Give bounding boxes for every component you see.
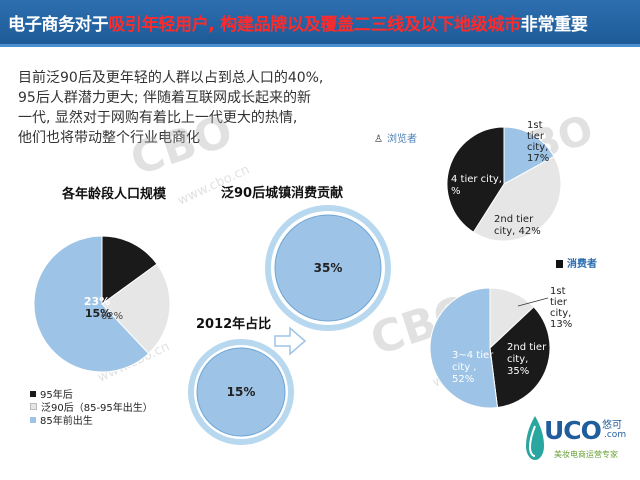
- leader-line: [517, 297, 549, 307]
- title-part-3: 非常重要: [520, 15, 588, 35]
- bubble-label: 15%: [227, 385, 256, 399]
- pie-slice: [446, 126, 505, 233]
- intro-line-4: 他们也将带动整个行业电商化: [18, 130, 200, 146]
- pie-age-scale: 23%15%62%: [33, 235, 171, 373]
- slice-label: 1st tier city, 17%: [527, 120, 549, 164]
- logo-cn: 悠可: [602, 420, 622, 431]
- legend-swatch: [30, 390, 36, 397]
- intro-line-2: 95后人群潜力更大; 伴随着互联网成长起来的新: [18, 90, 311, 106]
- label-buyers: 消费者: [556, 255, 597, 270]
- legend-swatch: [30, 403, 37, 410]
- legend-item: 泛90后（85-95年出生）: [30, 400, 153, 414]
- page-title: 电子商务对于吸引年轻用户, 构建品牌以及覆盖二三线及以下地级城市非常重要: [8, 10, 588, 35]
- logo-com: .com: [604, 430, 627, 440]
- pie-slice: [429, 287, 499, 409]
- bubble-consumption: 15% 35%: [188, 205, 391, 445]
- label-buyers-text: 消费者: [567, 259, 597, 270]
- slice-label: 15%: [85, 307, 111, 320]
- title-highlight: 吸引年轻用户, 构建品牌以及覆盖二三线及以下地级城市: [108, 15, 521, 35]
- slice-label: 1st tier city, 13%: [550, 286, 572, 330]
- pie-buyers: 1st tier city, 13%2nd tier city, 35% 3~4 tier c…: [429, 286, 572, 409]
- pie-slice: [489, 306, 551, 409]
- pie-slice: [503, 126, 555, 185]
- heading-age-scale: 各年龄段人口规模: [62, 187, 167, 202]
- bubble: [274, 214, 382, 322]
- label-browsers: ♙ 浏览者: [374, 130, 417, 145]
- intro-paragraph: 目前泛90后及更年轻的人群以占到总人口的40%, 95后人群潜力更大; 伴随着互…: [18, 68, 358, 148]
- slice-label: 2nd tier city, 35%: [507, 342, 547, 377]
- bubble-label: 35%: [314, 261, 343, 275]
- pie-slice: [101, 263, 171, 355]
- legend-item: 85年前出生: [30, 413, 153, 427]
- heading-consumption: 泛90后城镇消费贡献: [221, 186, 344, 201]
- legend-label: 95年后: [40, 390, 73, 401]
- pie-browsers: 1st tier city, 17% 2nd tier city, 42% 4 tier c…: [446, 120, 562, 242]
- legend-item: 95年后: [30, 387, 153, 401]
- logo-text: UCO: [544, 416, 602, 445]
- pie-slice: [33, 235, 150, 373]
- intro-line-3: 一代, 显然对于网购有着比上一代更大的热情,: [18, 110, 298, 126]
- logo-subtitle: 美妆电商运营专家: [554, 450, 618, 459]
- legend-age-scale: 95年后 泛90后（85-95年出生） 85年前出生: [30, 387, 153, 427]
- heading-2012-share: 2012年占比: [196, 317, 272, 332]
- legend-swatch: [30, 416, 36, 423]
- uco-logo: UCO 悠可 .com 美妆电商运营专家: [524, 412, 636, 474]
- slice-label: 62%: [101, 311, 123, 322]
- pie-slice: [472, 155, 562, 242]
- intro-line-1: 目前泛90后及更年轻的人群以占到总人口的40%,: [18, 70, 324, 86]
- legend-label: 泛90后（85-95年出生）: [41, 403, 153, 414]
- label-browsers-text: 浏览者: [386, 134, 417, 145]
- person-icon: ♙: [374, 134, 383, 145]
- title-bar: 电子商务对于吸引年轻用户, 构建品牌以及覆盖二三线及以下地级城市非常重要: [0, 0, 640, 47]
- pie-slice: [101, 235, 158, 305]
- drop-icon: [526, 416, 544, 460]
- arrow-icon: [274, 326, 307, 356]
- bag-icon: [556, 260, 563, 268]
- slice-label: 4 tier city,%: [451, 174, 502, 197]
- title-part-1: 电子商务对于: [8, 15, 109, 35]
- slice-label: 3~4 tier city , 52%: [452, 350, 494, 385]
- slice-label: 2nd tier city, 42%: [494, 214, 541, 237]
- bubble: [196, 347, 286, 437]
- slice-label: 23%: [84, 295, 110, 308]
- legend-label: 85年前出生: [40, 416, 93, 427]
